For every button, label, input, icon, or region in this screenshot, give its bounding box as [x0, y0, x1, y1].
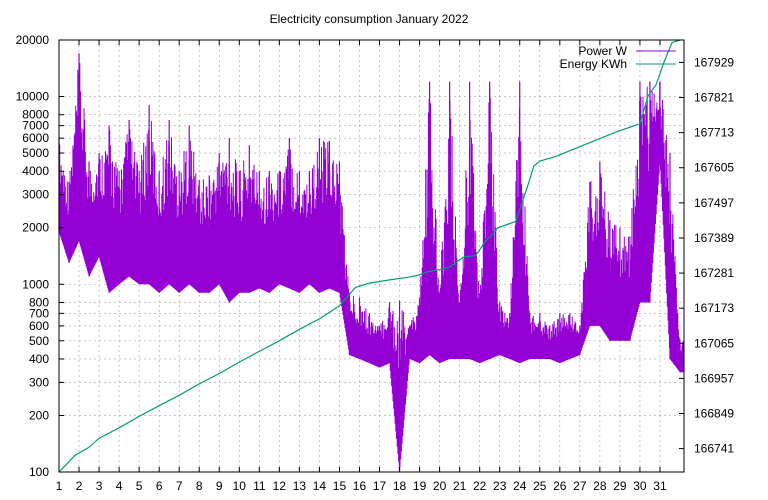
- y-tick-label: 5000: [22, 146, 49, 160]
- x-tick-label: 1: [56, 479, 63, 493]
- x-tick-label: 28: [593, 479, 607, 493]
- x-tick-label: 21: [453, 479, 467, 493]
- chart-title: Electricity consumption January 2022: [270, 12, 469, 26]
- y-tick-label: 200: [29, 408, 49, 422]
- axes: 1 2 3 4 5 6 7 8 9 10 11 12 13 14 15 16 17 18 19 20 21 22 23 24 2…: [16, 33, 735, 493]
- y2-tick-label: 167389: [694, 231, 734, 245]
- x-tick-label: 26: [553, 479, 567, 493]
- y2-tick-label: 166849: [694, 406, 734, 420]
- x-tick-label: 24: [513, 479, 527, 493]
- plot-area: [58, 39, 685, 473]
- y2-tick-label: 167929: [694, 55, 734, 69]
- y2-tick-label: 167713: [694, 126, 734, 140]
- y-tick-label: 600: [29, 319, 49, 333]
- x-tick-label: 20: [433, 479, 447, 493]
- x-tick-label: 15: [333, 479, 347, 493]
- x-tick-label: 30: [633, 479, 647, 493]
- y-tick-label: 800: [29, 295, 49, 309]
- x-tick-label: 14: [313, 479, 327, 493]
- x-tick-label: 13: [293, 479, 307, 493]
- x-tick-label: 7: [176, 479, 183, 493]
- y-tick-label: 700: [29, 306, 49, 320]
- x-tick-label: 6: [156, 479, 163, 493]
- legend-power-label: Power W: [578, 44, 627, 58]
- legend-energy-label: Energy KWh: [560, 57, 627, 71]
- x-tick-label: 22: [473, 479, 487, 493]
- x-tick-label: 2: [76, 479, 83, 493]
- y-tick-label: 20000: [16, 33, 50, 47]
- y-tick-label: 4000: [22, 164, 49, 178]
- y-tick-label: 1000: [22, 277, 49, 291]
- y2-tick-label: 166957: [694, 371, 734, 385]
- x-tick-label: 11: [253, 479, 266, 493]
- x-tick-label: 5: [136, 479, 143, 493]
- x-tick-label: 8: [196, 479, 203, 493]
- y2-tick-label: 166741: [694, 442, 734, 456]
- y-tick-label: 400: [29, 352, 49, 366]
- y-tick-label: 2000: [22, 221, 49, 235]
- x-tick-label: 18: [393, 479, 407, 493]
- x-tick-label: 19: [413, 479, 427, 493]
- x-tick-label: 23: [493, 479, 507, 493]
- y2-tick-label: 167173: [694, 301, 734, 315]
- y-tick-label: 10000: [16, 90, 50, 104]
- x-tick-label: 27: [573, 479, 587, 493]
- x-tick-label: 3: [96, 479, 103, 493]
- x-tick-label: 10: [233, 479, 247, 493]
- y2-tick-label: 167065: [694, 336, 734, 350]
- x-tick-label: 25: [533, 479, 547, 493]
- x-tick-label: 17: [373, 479, 387, 493]
- y2-tick-label: 167497: [694, 196, 734, 210]
- x-tick-label: 9: [216, 479, 223, 493]
- y-tick-label: 500: [29, 334, 49, 348]
- x-tick-label: 31: [653, 479, 667, 493]
- series-energy-line: [58, 39, 681, 473]
- x-tick-label: 12: [273, 479, 287, 493]
- y-tick-label: 7000: [22, 119, 49, 133]
- y-tick-label: 300: [29, 375, 49, 389]
- x-tick-label: 4: [116, 479, 123, 493]
- y-tick-label: 100: [29, 465, 49, 479]
- x-tick-label: 29: [613, 479, 627, 493]
- plot-frame: [58, 39, 685, 473]
- y-tick-label: 8000: [22, 108, 49, 122]
- legend: Power W Energy KWh: [560, 44, 676, 71]
- x-tick-label: 16: [353, 479, 367, 493]
- y-tick-label: 3000: [22, 188, 49, 202]
- y2-tick-label: 167821: [694, 91, 734, 105]
- y-tick-label: 6000: [22, 131, 49, 145]
- y2-tick-label: 167281: [694, 266, 734, 280]
- y2-tick-label: 167605: [694, 161, 734, 175]
